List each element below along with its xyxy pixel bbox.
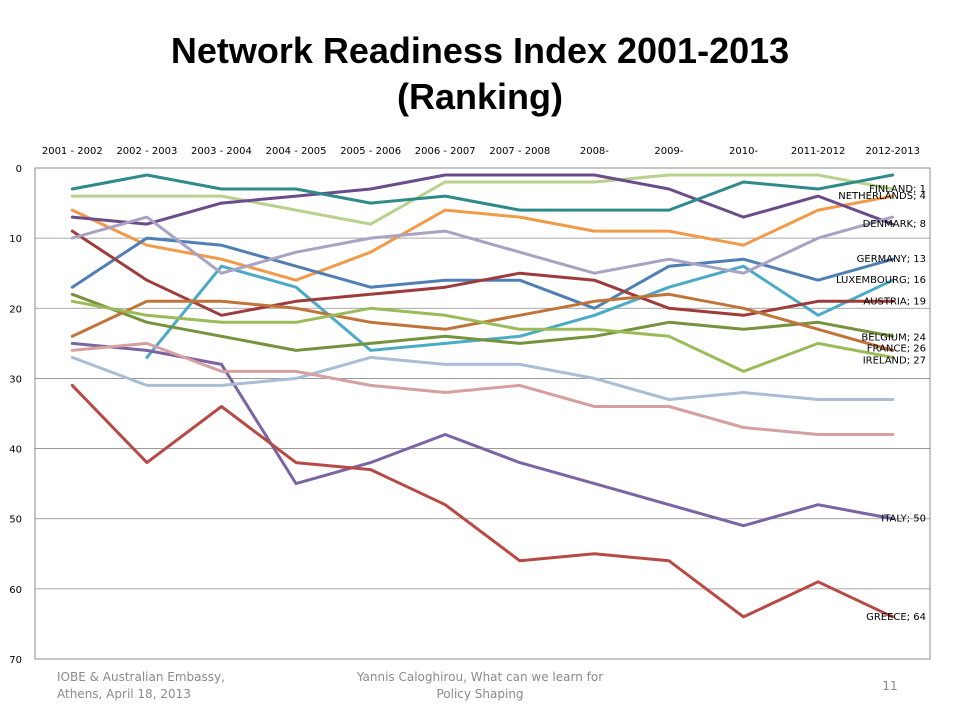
data-label-denmark: DENMARK; 8	[863, 219, 926, 230]
y-tick-label: 30	[9, 374, 22, 385]
series-line-belgium	[70, 292, 895, 352]
x-tick-label: 2010-	[729, 146, 758, 157]
footer-source-line-1: IOBE & Australian Embassy,	[57, 670, 225, 684]
x-tick-label: 2002 - 2003	[116, 146, 177, 157]
data-label-austria: AUSTRIA; 19	[863, 296, 926, 307]
series-line	[70, 355, 895, 401]
footer-author: Yannis Caloghirou, What can we learn for…	[330, 669, 630, 703]
y-tick-label: 10	[9, 234, 22, 245]
slide-title: Network Readiness Index 2001-2013 (Ranki…	[0, 28, 960, 120]
series-line-ireland	[70, 299, 895, 373]
y-tick-label: 0	[16, 164, 22, 175]
gridlines	[35, 237, 930, 590]
y-tick-label: 40	[9, 445, 22, 456]
plot-frame	[34, 167, 931, 660]
x-tick-label: 2009-	[654, 146, 683, 157]
x-tick-label: 2011-2012	[791, 146, 846, 157]
series-line-netherlands	[70, 194, 895, 282]
x-tick-label: 2001 - 2002	[42, 146, 103, 157]
y-axis-tick-labels: 0 10 20 30 40 50 60 70	[9, 164, 22, 666]
page-number: 11	[882, 679, 898, 693]
data-label-luxembourg: LUXEMBOURG; 16	[836, 275, 926, 286]
y-tick-label: 60	[9, 585, 22, 596]
data-label-germany: GERMANY; 13	[857, 254, 926, 265]
x-tick-label: 2012-2013	[865, 146, 920, 157]
x-axis-tick-labels: 2001 - 2002 2002 - 2003 2003 - 2004 2004 - …	[42, 146, 920, 157]
x-tick-label: 2006 - 2007	[415, 146, 476, 157]
data-label-finland: FINLAND; 1	[869, 184, 926, 195]
series-line	[70, 173, 895, 212]
axes	[34, 167, 931, 660]
data-label-belgium: BELGIUM; 24	[861, 332, 926, 343]
data-label-greece: GREECE; 64	[866, 612, 926, 623]
series-line-greece	[70, 383, 895, 619]
data-label-ireland: IRELAND; 27	[863, 355, 926, 366]
x-tick-label: 2004 - 2005	[266, 146, 327, 157]
data-label-france: FRANCE; 26	[867, 343, 926, 354]
data-label-italy: ITALY; 50	[881, 514, 926, 525]
x-tick-label: 2005 - 2006	[340, 146, 401, 157]
y-tick-label: 70	[9, 655, 22, 666]
series-line-finland	[70, 173, 895, 226]
x-tick-label: 2008-	[580, 146, 609, 157]
x-tick-label: 2003 - 2004	[191, 146, 252, 157]
y-tick-label: 50	[9, 515, 22, 526]
series-line-italy	[70, 341, 895, 528]
series-lines	[70, 173, 895, 619]
footer-author-line-2: Policy Shaping	[436, 687, 524, 701]
series-line	[70, 215, 895, 275]
x-tick-label: 2007 - 2008	[489, 146, 550, 157]
series-line	[70, 341, 895, 436]
footer-author-line-1: Yannis Caloghirou, What can we learn for	[356, 670, 604, 684]
footer-source-line-2: Athens, April 18, 2013	[57, 687, 191, 701]
y-tick-label: 20	[9, 304, 22, 315]
data-label-netherlands: NETHERLANDS; 4	[838, 191, 926, 202]
series-line-denmark	[70, 173, 895, 226]
title-line-1: Network Readiness Index 2001-2013	[170, 30, 790, 71]
footer-source: IOBE & Australian Embassy, Athens, April…	[57, 669, 317, 703]
title-line-2: (Ranking)	[397, 76, 563, 117]
series-line-luxembourg	[145, 264, 895, 359]
